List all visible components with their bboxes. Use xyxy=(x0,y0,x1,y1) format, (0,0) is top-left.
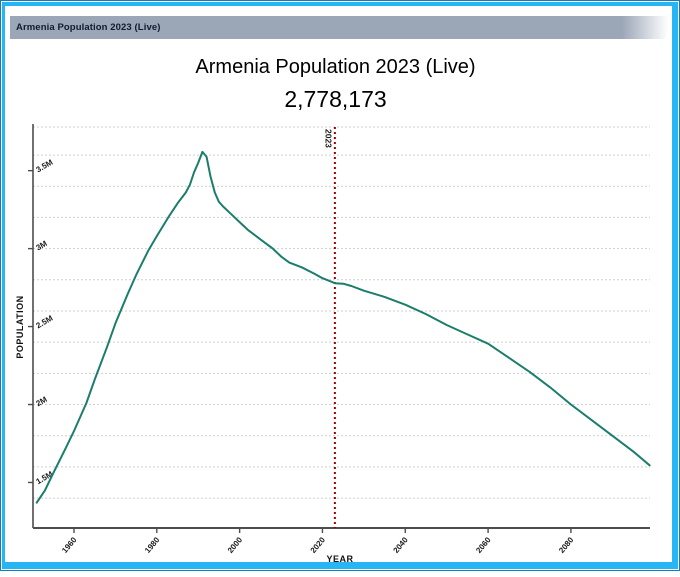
current-year-label: 2023 xyxy=(323,129,333,148)
gridlines xyxy=(33,126,650,499)
x-tick-label: 2020 xyxy=(309,535,328,555)
y-tick-label: 2M xyxy=(35,395,49,409)
population-line xyxy=(35,150,651,504)
y-tick-label: 2.5M xyxy=(35,313,55,330)
x-tick-label: 2060 xyxy=(474,535,493,555)
x-tick-label: 2000 xyxy=(226,535,245,555)
x-tick-label: 1980 xyxy=(143,535,162,555)
x-tick-label: 2080 xyxy=(557,535,576,555)
y-tick-label: 3.5M xyxy=(35,158,55,175)
y-axis-title: POPULATION xyxy=(15,295,25,358)
window-title: Armenia Population 2023 (Live) xyxy=(16,22,161,33)
x-tick-label: 2040 xyxy=(391,535,410,555)
chart-live-value: 2,778,173 xyxy=(284,86,387,112)
y-tick-label: 3M xyxy=(35,239,49,253)
x-axis-title: YEAR xyxy=(326,554,353,564)
window-frame-inner: Armenia Population 2023 (Live) Armenia P… xyxy=(2,2,678,569)
window-titlebar[interactable]: Armenia Population 2023 (Live) xyxy=(10,16,668,39)
population-series-path xyxy=(35,150,651,504)
x-tick-label: 1960 xyxy=(60,535,79,555)
chart-title: Armenia Population 2023 (Live) xyxy=(195,56,476,78)
marker-line-2023: 2023 xyxy=(323,127,336,528)
